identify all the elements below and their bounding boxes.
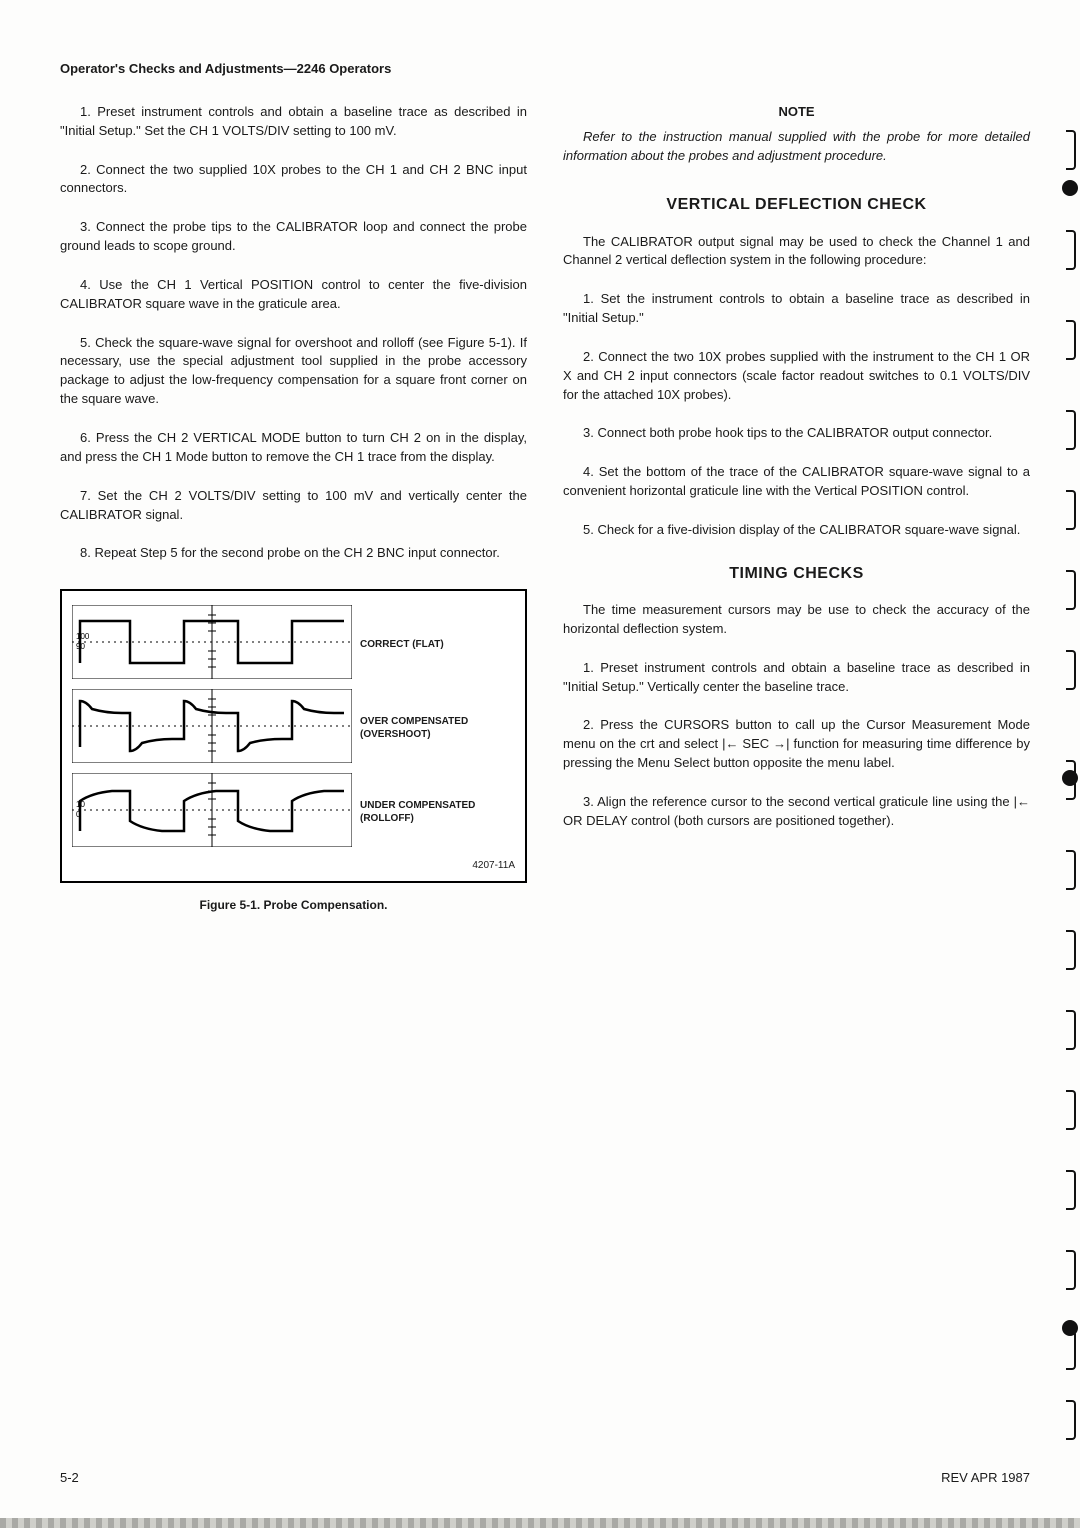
- heading-vertical-deflection: VERTICAL DEFLECTION CHECK: [563, 193, 1030, 216]
- tc-step-1: 1. Preset instrument controls and obtain…: [563, 659, 1030, 697]
- left-step-3: 3. Connect the probe tips to the CALIBRA…: [60, 218, 527, 256]
- left-step-4: 4. Use the CH 1 Vertical POSITION contro…: [60, 276, 527, 314]
- left-step-6: 6. Press the CH 2 VERTICAL MODE button t…: [60, 429, 527, 467]
- wave-rolloff-svg: 10 0: [72, 773, 352, 853]
- vdc-step-1: 1. Set the instrument controls to obtain…: [563, 290, 1030, 328]
- tc-step-2: 2. Press the CURSORS button to call up t…: [563, 716, 1030, 773]
- vdc-step-4: 4. Set the bottom of the trace of the CA…: [563, 463, 1030, 501]
- wave-flat-label: CORRECT (FLAT): [360, 639, 515, 652]
- tc-step-3: 3. Align the reference cursor to the sec…: [563, 793, 1030, 831]
- wave-rolloff-label: UNDER COMPENSATED (ROLLOFF): [360, 800, 515, 825]
- figure-number: 4207-11A: [72, 859, 515, 874]
- vdc-intro: The CALIBRATOR output signal may be used…: [563, 233, 1030, 271]
- right-column: NOTE Refer to the instruction manual sup…: [563, 103, 1030, 915]
- wave-flat-svg: 100 90: [72, 605, 352, 685]
- page-footer: 5-2 REV APR 1987: [60, 1469, 1030, 1488]
- wave-overshoot-label: OVER COMPENSATED (OVERSHOOT): [360, 716, 515, 741]
- left-step-2: 2. Connect the two supplied 10X probes t…: [60, 161, 527, 199]
- left-column: 1. Preset instrument controls and obtain…: [60, 103, 527, 915]
- left-step-1: 1. Preset instrument controls and obtain…: [60, 103, 527, 141]
- scan-edge-artifacts: [1058, 60, 1076, 1420]
- tc-intro: The time measurement cursors may be use …: [563, 601, 1030, 639]
- left-step-5: 5. Check the square-wave signal for over…: [60, 334, 527, 409]
- revision-date: REV APR 1987: [941, 1469, 1030, 1488]
- svg-text:100: 100: [76, 632, 90, 641]
- vdc-step-3: 3. Connect both probe hook tips to the C…: [563, 424, 1030, 443]
- wave-overshoot-svg: [72, 689, 352, 769]
- left-step-8: 8. Repeat Step 5 for the second probe on…: [60, 544, 527, 563]
- vdc-step-5: 5. Check for a five-division display of …: [563, 521, 1030, 540]
- figure-caption: Figure 5-1. Probe Compensation.: [60, 897, 527, 914]
- left-step-7: 7. Set the CH 2 VOLTS/DIV setting to 100…: [60, 487, 527, 525]
- vdc-step-2: 2. Connect the two 10X probes supplied w…: [563, 348, 1030, 405]
- page-header: Operator's Checks and Adjustments—2246 O…: [60, 60, 1030, 79]
- heading-timing-checks: TIMING CHECKS: [563, 562, 1030, 585]
- figure-probe-compensation: 100 90 CORRECT (FLAT): [60, 589, 527, 883]
- note-text: Refer to the instruction manual supplied…: [563, 128, 1030, 166]
- bottom-scan-strip: [0, 1518, 1080, 1528]
- note-label: NOTE: [563, 103, 1030, 122]
- page-number: 5-2: [60, 1469, 79, 1488]
